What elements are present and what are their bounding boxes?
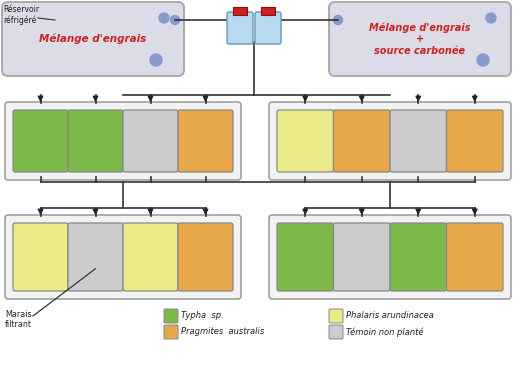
FancyBboxPatch shape [13,223,68,291]
Bar [233,7,247,15]
FancyBboxPatch shape [277,223,334,291]
FancyBboxPatch shape [178,110,233,172]
FancyBboxPatch shape [68,223,123,291]
Circle shape [334,16,342,25]
FancyBboxPatch shape [5,102,241,180]
FancyBboxPatch shape [447,110,503,172]
Text: Phalaris arundinacea: Phalaris arundinacea [346,312,434,321]
FancyBboxPatch shape [390,223,447,291]
FancyBboxPatch shape [329,309,343,323]
Text: Témoin non planté: Témoin non planté [346,327,423,337]
FancyBboxPatch shape [255,12,281,44]
Text: Mélange d'engrais: Mélange d'engrais [39,34,147,44]
FancyBboxPatch shape [447,223,503,291]
FancyBboxPatch shape [329,325,343,339]
FancyBboxPatch shape [164,309,178,323]
FancyBboxPatch shape [2,2,184,76]
FancyBboxPatch shape [68,110,123,172]
FancyBboxPatch shape [329,2,511,76]
Circle shape [150,54,162,66]
FancyBboxPatch shape [5,215,241,299]
Text: Typha  sp.: Typha sp. [181,312,224,321]
FancyBboxPatch shape [227,12,253,44]
Circle shape [170,16,180,25]
FancyBboxPatch shape [277,110,334,172]
FancyBboxPatch shape [269,215,511,299]
Circle shape [477,54,489,66]
Circle shape [159,13,169,23]
FancyBboxPatch shape [390,110,447,172]
FancyBboxPatch shape [269,102,511,180]
FancyBboxPatch shape [123,110,178,172]
FancyBboxPatch shape [178,223,233,291]
Text: Mélange d'engrais
+
source carbonée: Mélange d'engrais + source carbonée [369,22,471,56]
FancyBboxPatch shape [164,325,178,339]
Text: Marais
filtrant: Marais filtrant [5,310,32,329]
Circle shape [486,13,496,23]
FancyBboxPatch shape [123,223,178,291]
FancyBboxPatch shape [334,110,390,172]
Text: Réservoir
réfrigéré: Réservoir réfrigéré [3,5,39,25]
FancyBboxPatch shape [334,223,390,291]
Bar [261,7,275,15]
Text: Pragmites  australis: Pragmites australis [181,328,264,336]
FancyBboxPatch shape [13,110,68,172]
